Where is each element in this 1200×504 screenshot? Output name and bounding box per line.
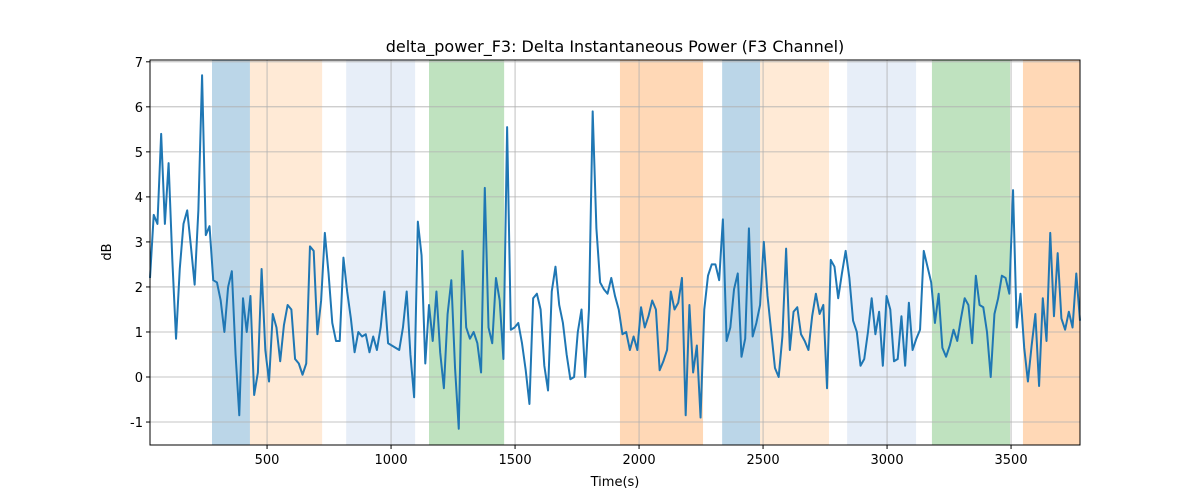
x-tick-label: 2000 bbox=[623, 453, 656, 468]
shaded-span bbox=[249, 60, 323, 445]
y-tick-label: 4 bbox=[135, 191, 143, 206]
x-tick-label: 3000 bbox=[871, 453, 904, 468]
shaded-span bbox=[212, 60, 250, 445]
shaded-span bbox=[346, 60, 416, 445]
x-tick-label: 2500 bbox=[747, 453, 780, 468]
x-tick-label: 500 bbox=[255, 453, 280, 468]
y-tick-label: 7 bbox=[135, 56, 143, 71]
shaded-span bbox=[722, 60, 761, 445]
data-line bbox=[149, 74, 1081, 430]
x-axis-label: Time(s) bbox=[590, 475, 640, 490]
y-tick-label: -1 bbox=[130, 416, 143, 431]
axes-frame bbox=[149, 59, 1081, 446]
y-tick-label: 3 bbox=[135, 236, 143, 251]
shaded-span bbox=[931, 60, 1011, 445]
y-tick-label: 2 bbox=[135, 281, 143, 296]
y-tick-label: 5 bbox=[135, 146, 143, 161]
y-axis-label: dB bbox=[100, 243, 115, 260]
x-tick-label: 1500 bbox=[499, 453, 532, 468]
x-tick-label: 1000 bbox=[375, 453, 408, 468]
shaded-span bbox=[847, 60, 917, 445]
chart-title: delta_power_F3: Delta Instantaneous Powe… bbox=[386, 37, 845, 57]
y-tick-label: 6 bbox=[135, 101, 143, 116]
shaded-span bbox=[429, 60, 505, 445]
shaded-span bbox=[619, 60, 704, 445]
shaded-span bbox=[760, 60, 830, 445]
y-tick-label: 1 bbox=[135, 326, 143, 341]
y-tick-label: 0 bbox=[135, 371, 143, 386]
x-tick-label: 3500 bbox=[995, 453, 1028, 468]
